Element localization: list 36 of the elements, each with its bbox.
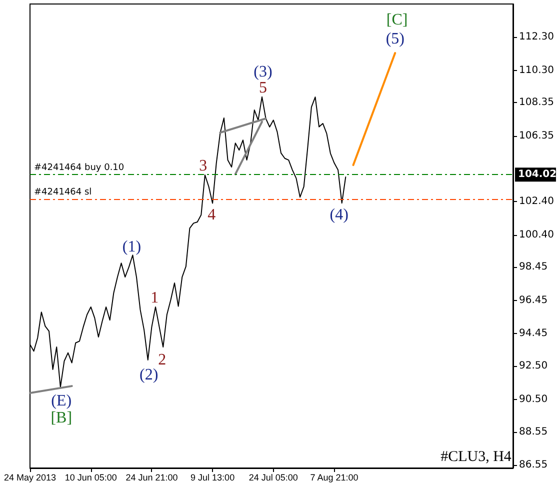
x-tick-label: 24 Jun 21:00 xyxy=(126,472,178,482)
y-tick-label: 100.40 xyxy=(519,229,554,240)
x-tick-label: 9 Jul 13:00 xyxy=(190,472,235,482)
x-tick-label: 7 Aug 21:00 xyxy=(310,472,358,482)
y-tick-label: 110.30 xyxy=(519,64,554,76)
y-tick-label: 96.45 xyxy=(519,294,548,306)
annotation: 2 xyxy=(158,352,166,368)
x-tick-label: 10 Jun 05:00 xyxy=(64,472,117,482)
y-tick-label: 106.35 xyxy=(519,130,554,142)
y-tick-label: 90.50 xyxy=(519,394,548,405)
y-tick-label: 98.45 xyxy=(519,262,548,273)
annotation: 5 xyxy=(258,80,267,96)
annotation: 4 xyxy=(208,206,216,224)
annotation: (E) xyxy=(51,392,72,410)
annotation: (3) xyxy=(254,64,272,80)
y-tick-label: 92.50 xyxy=(519,360,548,372)
ref-line-label: #4241464 sl xyxy=(34,188,92,198)
ref-line-label: #4241464 buy 0.10 xyxy=(34,163,124,174)
annotation: (5) xyxy=(386,30,405,48)
x-tick-label: 24 Jul 05:00 xyxy=(248,472,298,482)
y-tick-label: 88.55 xyxy=(519,426,548,438)
x-tick-label: 24 May 2013 xyxy=(4,472,56,482)
annotation: [B] xyxy=(50,410,72,426)
annotation: (4) xyxy=(330,206,348,224)
y-tick-label: 108.35 xyxy=(519,97,554,108)
y-tick-label: 86.55 xyxy=(519,460,548,471)
text: 104.02 xyxy=(518,169,557,180)
y-tick-label: 102.40 xyxy=(519,196,554,208)
annotation: (2) xyxy=(140,366,158,384)
annotation: 3 xyxy=(199,158,208,174)
annotation: [C] xyxy=(386,12,408,28)
annotation: (1) xyxy=(122,238,142,256)
y-tick-label: 112.30 xyxy=(519,32,554,43)
y-tick-label: 94.45 xyxy=(519,328,548,340)
annotation: 1 xyxy=(150,290,159,306)
annotation: #CLU3, H4 xyxy=(440,449,512,465)
